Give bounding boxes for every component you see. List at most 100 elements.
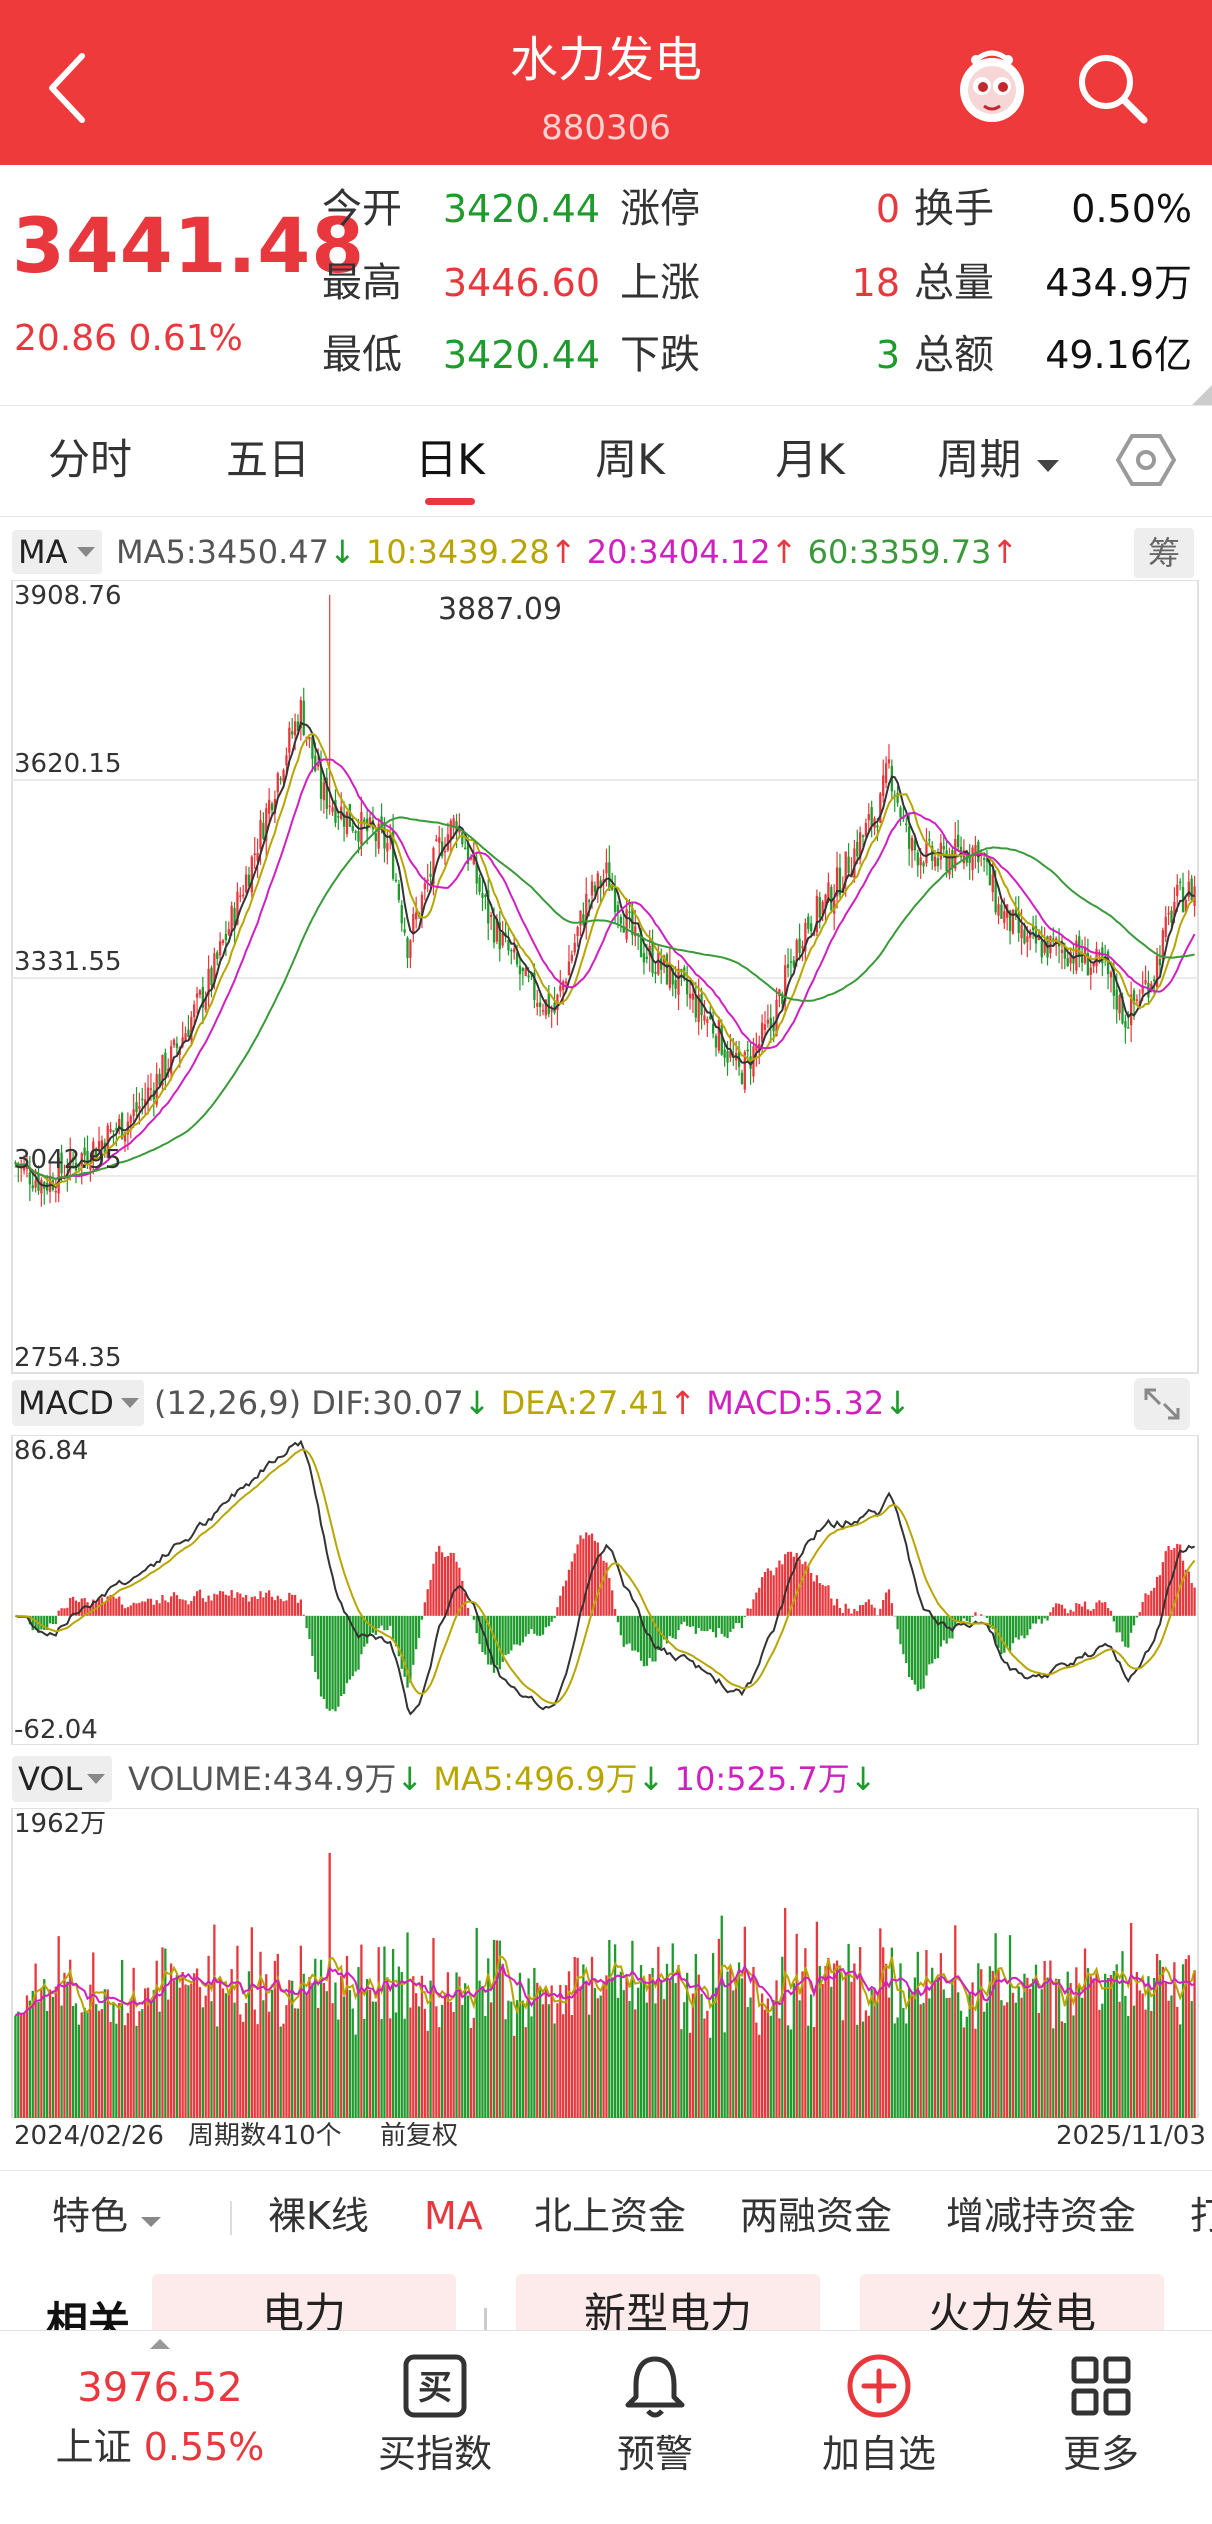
candle-body [922,862,925,867]
volume-bar [57,1936,60,2118]
candle-body [1147,982,1150,998]
volume-bar [175,1974,179,2118]
vol-indicator-selector[interactable]: VOL [12,1756,112,1802]
assistant-mascot-icon[interactable] [952,46,1032,128]
end-date: 2025/11/03 [1056,2121,1206,2151]
candle-body [634,926,637,937]
candle-body [538,1002,542,1008]
macd-indicator-selector[interactable]: MACD [12,1380,144,1426]
ma-indicator-selector[interactable]: MA [12,530,102,574]
candle-body [311,736,314,759]
tab-weekly-k[interactable]: 周K [595,435,665,484]
candle-body [974,845,977,855]
candle-body [642,953,646,963]
adjust-mode: 前复权 [380,2121,459,2151]
candle-body [1127,1027,1130,1029]
candle-body [1072,958,1075,964]
volume-bar [325,1991,328,2118]
tab-five-day[interactable]: 五日 [225,435,310,484]
menu-northbound[interactable]: 北上资金 [534,2194,687,2238]
volume-bar [711,1953,715,2118]
candle-body [919,857,922,866]
nav-more-label: 更多 [1062,2432,1139,2476]
volume-bar [907,1987,911,2118]
tab-daily-k[interactable]: 日K [415,435,485,484]
menu-margin[interactable]: 两融资金 [740,2194,893,2238]
candle-body [250,856,253,893]
settings-hexagon-icon[interactable] [1116,432,1176,488]
candle-body [239,895,242,897]
volume-bar [634,2009,637,2118]
volume-bar [815,1921,819,2118]
tab-intraday[interactable]: 分时 [47,435,132,484]
volume-bar [674,1983,677,2118]
candle-body [144,1099,147,1107]
volume-bar [876,2001,879,2118]
volume-bar [570,2015,573,2118]
volume-bar [48,1989,52,2118]
volume-bar [37,2001,40,2118]
volume-bar [472,2017,475,2118]
vol-indicator-name: VOL [18,1760,83,1798]
volume-bar [732,1990,735,2118]
volume-bar [867,2015,870,2118]
volume-bar [1017,1986,1020,2118]
nav-add-watchlist[interactable]: 加自选 [794,2331,964,2524]
menu-ma[interactable]: MA [424,2194,483,2238]
candle-body [440,841,444,857]
volume-bar [1129,1922,1133,2118]
candle-body [827,882,830,900]
search-icon[interactable] [1072,48,1152,128]
volume-bar [25,1995,29,2118]
candle-body [749,1056,752,1069]
candle-body [887,759,891,764]
volume-bar [536,1982,539,2118]
candle-body [481,893,484,898]
related-item-new-power[interactable]: 新型电力 [516,2274,820,2332]
tab-monthly-k[interactable]: 月K [775,435,845,484]
rise-label: 上涨 [620,260,700,306]
menu-naked-k[interactable]: 裸K线 [268,2194,369,2238]
tab-period-dropdown[interactable]: 周期 [924,434,1074,486]
related-item-thermal-power[interactable]: 火力发电 [860,2274,1164,2332]
expand-corner-icon[interactable] [1192,385,1212,405]
candle-body [391,831,395,879]
candle-body [149,1088,153,1090]
kline-chart[interactable] [0,580,1212,1375]
volume-bar [302,1973,305,2118]
menu-holdings-change[interactable]: 增减持资金 [946,2194,1137,2238]
volume-bar [1069,1983,1072,2118]
chip-distribution-button[interactable]: 筹 [1134,528,1194,578]
menu-more-cut[interactable]: 打 [1190,2194,1212,2238]
volume-bar [919,2004,922,2118]
candle-body [92,1141,95,1161]
volume-bar [1029,1988,1032,2118]
volume-bar [991,1970,994,2118]
volume-bar [293,2008,297,2118]
volume-bar [1092,1979,1095,2118]
fullscreen-icon[interactable] [1134,1378,1190,1430]
candle-body [1060,949,1064,953]
volume-bar [432,1938,435,2118]
volume-bar [714,1987,718,2118]
menu-featured[interactable]: 特色 [52,2191,162,2241]
back-arrow-icon[interactable] [40,48,100,128]
price-change: 20.86 0.61% [14,317,243,361]
volume-bar [913,1977,917,2118]
macd-chart[interactable] [0,1435,1212,1745]
candle-body [184,1033,187,1042]
candle-body [435,839,438,841]
bottom-navigation: 3976.52 上证 0.55% 买 买指数 预警 加自选 [0,2330,1212,2524]
volume-bar [766,1998,770,2118]
volume-bar [86,2012,89,2118]
candle-body [95,1148,98,1157]
nav-buy-index[interactable]: 买 买指数 [350,2331,520,2524]
related-item-power[interactable]: 电力 [152,2274,456,2332]
nav-alert[interactable]: 预警 [570,2331,740,2524]
volume-bar [262,2000,265,2118]
nav-more[interactable]: 更多 [1016,2331,1186,2524]
volume-bar [651,1967,654,2118]
volume-chart[interactable] [0,1808,1212,2118]
volume-bar [138,2011,141,2118]
index-ticker[interactable]: 3976.52 上证 0.55% [30,2331,290,2524]
